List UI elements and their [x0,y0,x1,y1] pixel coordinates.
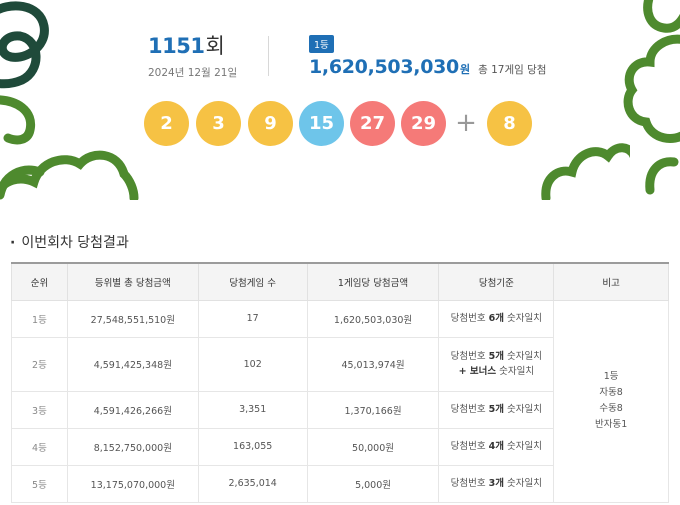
criteria-count: 4개 [488,441,504,452]
cell-per-game: 1,620,503,030원 [306,299,440,338]
draw-date: 2024년 12월 21일 [148,67,238,79]
cell-criteria: 당첨번호 6개 숫자일치 [438,299,555,338]
criteria-count: 5개 [488,404,504,415]
round-number: 1151회 [148,30,258,60]
criteria-count: 3개 [488,478,504,489]
section-title: · 이번회차 당첨결과 [10,232,129,252]
table-header-row: 순위 등위별 총 당첨금액 당첨게임 수 1게임당 당첨금액 당첨기준 비고 [11,262,669,301]
cell-criteria: 당첨번호 5개 숫자일치 [438,390,555,429]
cell-rank: 5등 [11,464,68,503]
criteria-suffix: 숫자일치 [504,351,542,362]
remark-line: 자동8 [599,387,623,398]
cell-rank: 1등 [11,299,68,338]
table-row: 2등 4,591,425,348원 102 45,013,974원 당첨번호 5… [11,336,669,392]
round-suffix: 회 [205,34,225,58]
remark-line: 반자동1 [594,419,628,430]
ball-3: 9 [248,101,293,146]
cell-total: 13,175,070,000원 [66,464,199,503]
ball-6: 29 [401,101,446,146]
criteria-bonus: + 보너스 [458,366,497,377]
first-prize-games: 총 17게임 당첨 [478,64,547,76]
cell-criteria: 당첨번호 5개 숫자일치 + 보너스 숫자일치 [438,336,555,392]
ball-1: 2 [144,101,189,146]
header-per-game: 1게임당 당첨금액 [306,262,440,301]
criteria-suffix: 숫자일치 [504,404,542,415]
header-remark: 비고 [553,262,669,301]
rank-badge: 1등 [309,35,334,53]
header-rank: 순위 [11,262,68,301]
remark-line: 1등 [603,371,619,382]
plus-icon: + [455,108,477,138]
criteria-suffix: 숫자일치 [504,313,542,324]
cell-games: 2,635,014 [197,464,308,503]
bonus-ball: 8 [487,101,532,146]
table-row: 1등 27,548,551,510원 17 1,620,503,030원 당첨번… [11,299,669,503]
first-prize-line: 1,620,503,030원 총 17게임 당첨 [309,56,569,78]
cell-rank: 4등 [11,427,68,466]
cell-per-game: 50,000원 [306,427,440,466]
table-row: 3등 4,591,426,266원 3,351 1,370,166원 당첨번호 … [11,390,669,429]
round-value: 1151 [148,34,205,58]
cell-criteria: 당첨번호 4개 숫자일치 [438,427,555,466]
ball-4: 15 [299,101,344,146]
cell-games: 163,055 [197,427,308,466]
first-prize-amount: 1,620,503,030 [309,56,459,78]
section-title-text: 이번회차 당첨결과 [21,235,129,251]
table-row: 4등 8,152,750,000원 163,055 50,000원 당첨번호 4… [11,427,669,466]
first-prize-unit: 원 [459,63,471,76]
cell-rank: 2등 [11,336,68,392]
cell-criteria: 당첨번호 3개 숫자일치 [438,464,555,503]
cell-per-game: 45,013,974원 [306,336,440,392]
cell-total: 27,548,551,510원 [66,299,199,338]
criteria-prefix: 당첨번호 [450,478,489,489]
cell-remark: 1등 자동8 수동8 반자동1 [553,299,669,503]
results-table: 순위 등위별 총 당첨금액 당첨게임 수 1게임당 당첨금액 당첨기준 비고 1… [11,262,669,503]
criteria-count: 5개 [488,351,504,362]
criteria-suffix: 숫자일치 [504,478,542,489]
decoration-bottom-left-cloud [0,140,140,200]
ball-5: 27 [350,101,395,146]
criteria-prefix: 당첨번호 [450,313,489,324]
remark-line: 수동8 [599,403,623,414]
cell-total: 4,591,426,266원 [66,390,199,429]
criteria-prefix: 당첨번호 [450,441,489,452]
round-info: 1151회 2024년 12월 21일 [148,30,258,80]
cell-rank: 3등 [11,390,68,429]
cell-total: 8,152,750,000원 [66,427,199,466]
first-prize-info: 1등 1,620,503,030원 총 17게임 당첨 [309,33,569,78]
criteria-prefix: 당첨번호 [450,404,489,415]
cell-games: 17 [197,299,308,338]
table-row: 5등 13,175,070,000원 2,635,014 5,000원 당첨번호… [11,464,669,503]
decoration-bottom-right-cloud [540,130,630,200]
cell-games: 3,351 [197,390,308,429]
criteria-suffix: 숫자일치 [504,441,542,452]
ball-2: 3 [196,101,241,146]
criteria-count: 6개 [488,313,504,324]
cell-games: 102 [197,336,308,392]
header-criteria: 당첨기준 [438,262,555,301]
decoration-top-right [590,0,680,200]
header-divider [268,36,269,76]
bullet-icon: · [10,235,16,251]
cell-per-game: 5,000원 [306,464,440,503]
draw-result-header: 1151회 2024년 12월 21일 1등 1,620,503,030원 총 1… [0,0,680,200]
cell-total: 4,591,425,348원 [66,336,199,392]
header-games: 당첨게임 수 [197,262,308,301]
criteria-prefix: 당첨번호 [450,351,489,362]
criteria-bonus-suffix: 숫자일치 [496,366,535,377]
header-total: 등위별 총 당첨금액 [66,262,199,301]
cell-per-game: 1,370,166원 [306,390,440,429]
